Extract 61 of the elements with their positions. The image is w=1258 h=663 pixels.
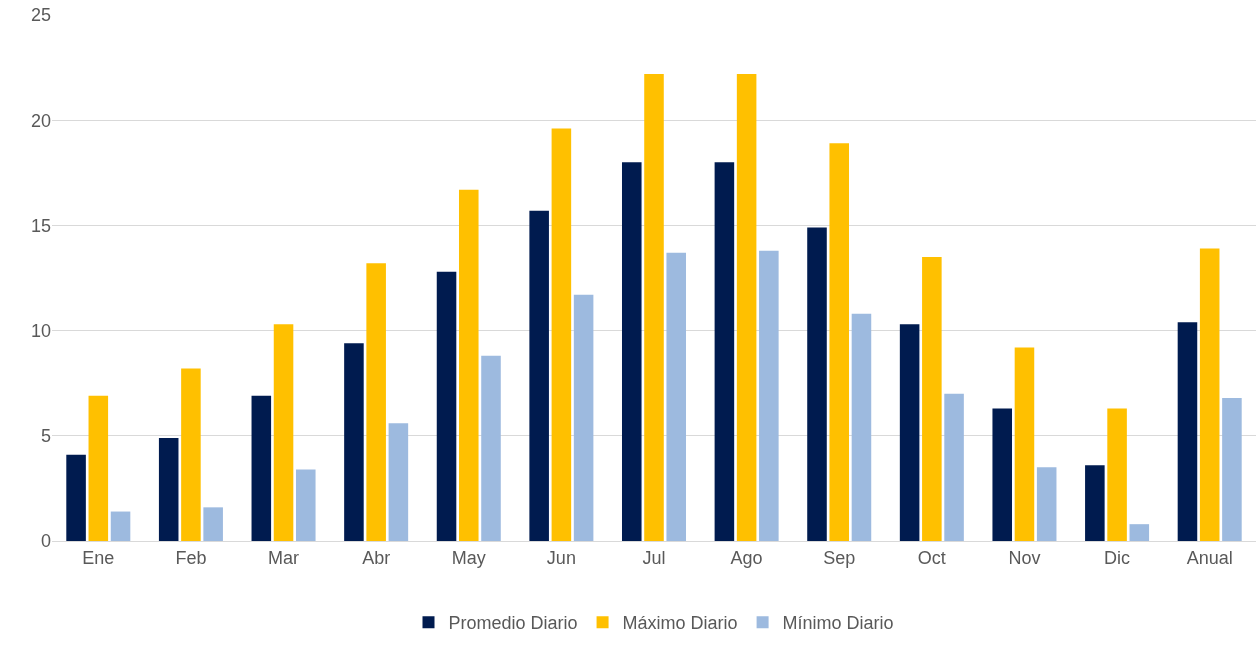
y-tick-label: 5	[40, 426, 51, 447]
bar	[1014, 347, 1035, 541]
bar	[1129, 524, 1150, 541]
bar	[88, 395, 109, 541]
bar	[644, 73, 664, 541]
x-tick-label: Mar	[268, 547, 300, 568]
x-tick-label: Sep	[823, 547, 856, 568]
bar	[458, 189, 479, 541]
bar	[273, 324, 294, 541]
bar	[759, 250, 779, 541]
bar	[666, 252, 687, 541]
bar	[851, 313, 872, 541]
x-tick-label: Oct	[917, 547, 946, 568]
x-tick-label: May	[451, 547, 486, 568]
bar	[344, 343, 364, 541]
bar	[1036, 467, 1057, 541]
bar	[1085, 465, 1105, 541]
bar	[551, 128, 572, 541]
legend-label: Mínimo Diario	[782, 613, 894, 634]
bar	[66, 454, 86, 541]
x-tick-label: Feb	[175, 547, 207, 568]
bar	[110, 511, 131, 541]
bar	[251, 395, 272, 541]
y-tick-label: 15	[30, 215, 51, 236]
bar	[714, 162, 735, 541]
bar	[529, 210, 549, 541]
bar	[573, 294, 594, 541]
bar	[1107, 408, 1127, 541]
x-tick-label: Anual	[1186, 547, 1233, 568]
x-tick-label: Jun	[546, 547, 576, 568]
y-tick-label: 0	[40, 531, 51, 552]
y-tick-label: 25	[30, 5, 51, 26]
bar	[992, 408, 1013, 541]
y-tick-label: 20	[30, 110, 51, 131]
bar	[203, 507, 223, 541]
bar	[1222, 397, 1242, 541]
bar	[158, 437, 179, 541]
bar	[295, 469, 316, 541]
bar	[621, 162, 642, 541]
bar	[481, 355, 501, 541]
y-tick-label: 10	[30, 320, 51, 341]
bar	[829, 143, 850, 541]
x-tick-label: Jul	[642, 547, 666, 568]
x-tick-label: Nov	[1008, 547, 1041, 568]
x-tick-label: Dic	[1104, 547, 1131, 568]
x-tick-label: Ago	[730, 547, 763, 568]
bar	[944, 393, 964, 541]
x-tick-label: Ene	[82, 547, 115, 568]
x-tick-label: Abr	[362, 547, 391, 568]
bar	[899, 324, 920, 541]
bar	[922, 256, 942, 541]
bar	[1199, 248, 1220, 541]
bar	[1177, 322, 1198, 541]
bar	[366, 263, 386, 541]
legend-label: Promedio Diario	[448, 613, 578, 634]
bar	[807, 227, 827, 541]
bar	[436, 271, 457, 541]
bar	[736, 73, 757, 541]
legend-label: Máximo Diario	[622, 613, 738, 634]
bar	[181, 368, 201, 541]
bar	[388, 423, 409, 541]
